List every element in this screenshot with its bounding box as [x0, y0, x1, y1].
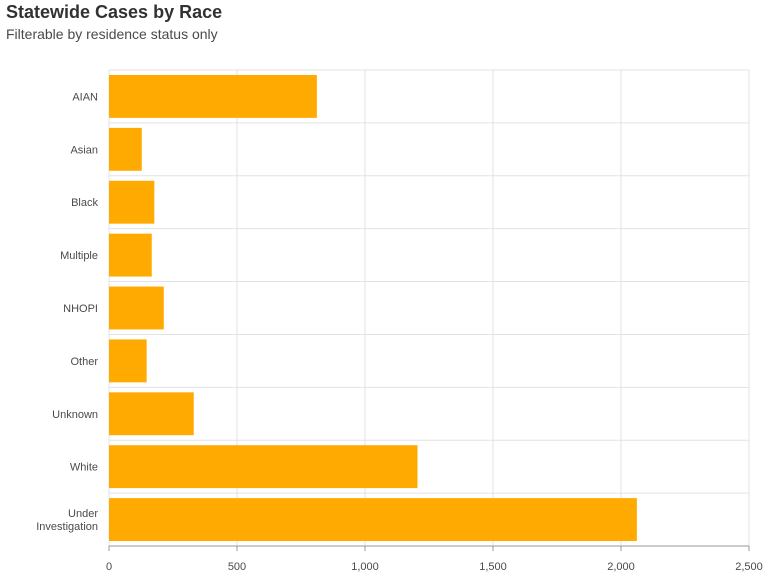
- bar-multiple: [109, 233, 152, 277]
- bar-asian: [109, 127, 142, 171]
- bar-under-investigation: [109, 498, 637, 541]
- x-tick-label: 500: [228, 561, 246, 573]
- chart-title: Statewide Cases by Race: [6, 2, 223, 22]
- bar-black: [109, 180, 155, 224]
- bar-aian: [109, 75, 317, 118]
- category-label: AIAN: [72, 91, 98, 103]
- category-label: Unknown: [52, 409, 98, 421]
- bar-nhopi: [109, 286, 164, 330]
- category-label: Investigation: [36, 521, 98, 533]
- category-label: Black: [71, 197, 98, 209]
- x-tick-label: 2,500: [735, 561, 763, 573]
- x-tick-label: 1,000: [351, 561, 379, 573]
- bar-white: [109, 445, 418, 489]
- category-label: Multiple: [60, 250, 98, 262]
- category-label: Other: [70, 356, 98, 368]
- bar-unknown: [109, 392, 194, 436]
- x-tick-label: 1,500: [479, 561, 507, 573]
- x-tick-label: 0: [106, 561, 112, 573]
- category-label: NHOPI: [63, 303, 98, 315]
- chart-subtitle: Filterable by residence status only: [6, 26, 218, 42]
- category-label: Under: [68, 508, 98, 520]
- category-label: Asian: [70, 144, 98, 156]
- category-label: White: [70, 462, 98, 474]
- bar-other: [109, 339, 147, 383]
- x-tick-label: 2,000: [607, 561, 635, 573]
